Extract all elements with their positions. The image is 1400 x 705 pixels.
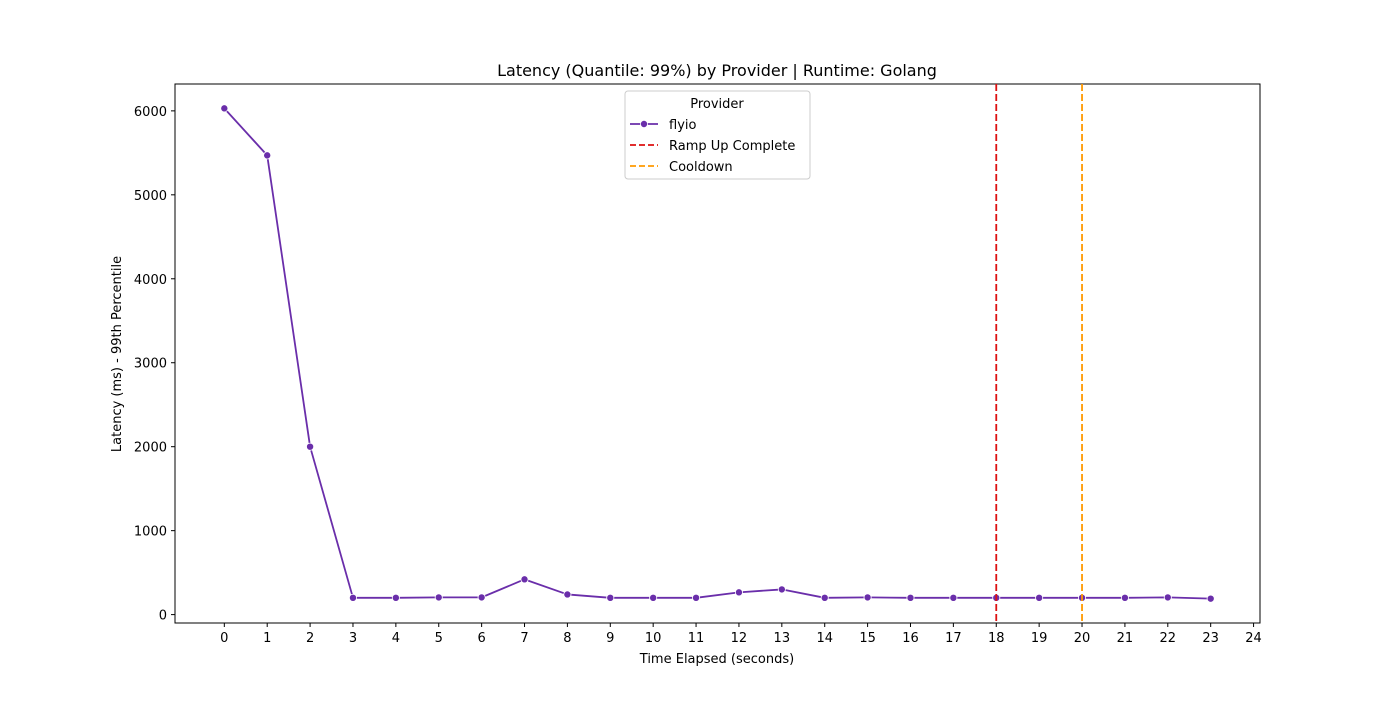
legend-entries: flyio Ramp Up Complete Cooldown [630, 118, 795, 175]
y-tick-label: 1000 [134, 525, 167, 540]
x-tick-label: 4 [392, 631, 400, 646]
x-tick-label: 18 [988, 631, 1005, 646]
data-point [949, 593, 958, 602]
data-point [1120, 593, 1129, 602]
y-axis-ticks: 0 1000 2000 3000 4000 5000 6000 [134, 105, 175, 624]
data-point [692, 593, 701, 602]
x-tick-label: 17 [945, 631, 962, 646]
x-tick-label: 22 [1160, 631, 1177, 646]
x-tick-label: 21 [1117, 631, 1134, 646]
x-axis-label: Time Elapsed (seconds) [639, 652, 794, 667]
x-tick-label: 3 [349, 631, 357, 646]
legend-marker [640, 120, 649, 129]
legend-label: Ramp Up Complete [669, 139, 795, 154]
x-tick-label: 8 [563, 631, 571, 646]
chart-title: Latency (Quantile: 99%) by Provider | Ru… [497, 61, 937, 80]
data-point [434, 593, 443, 602]
y-tick-label: 5000 [134, 189, 167, 204]
legend: Provider flyio Ramp Up Complete Cooldown [624, 90, 811, 180]
x-tick-label: 23 [1202, 631, 1219, 646]
y-tick-label: 0 [159, 609, 167, 624]
y-tick-label: 6000 [134, 105, 167, 120]
data-point [520, 575, 529, 584]
data-point [306, 442, 315, 451]
legend-title: Provider [690, 97, 744, 112]
data-point [263, 151, 272, 160]
data-point [1206, 594, 1215, 603]
y-axis-label: Latency (ms) - 99th Percentile [110, 256, 125, 452]
x-tick-label: 2 [306, 631, 314, 646]
x-tick-label: 15 [859, 631, 876, 646]
x-tick-label: 7 [520, 631, 528, 646]
x-tick-label: 10 [645, 631, 662, 646]
legend-label: flyio [669, 118, 696, 133]
x-tick-label: 24 [1245, 631, 1262, 646]
legend-box [624, 90, 811, 180]
plot-area [174, 83, 1261, 624]
series-line-flyio [223, 107, 1211, 600]
x-tick-label: 9 [606, 631, 614, 646]
x-tick-label: 11 [688, 631, 705, 646]
x-tick-label: 6 [477, 631, 485, 646]
x-tick-label: 14 [816, 631, 833, 646]
data-point [1163, 593, 1172, 602]
data-point [906, 593, 915, 602]
data-point [1035, 593, 1044, 602]
data-point [863, 593, 872, 602]
axes-frame [174, 83, 1261, 624]
legend-label: Cooldown [669, 160, 733, 175]
x-tick-label: 19 [1031, 631, 1048, 646]
x-tick-label: 12 [731, 631, 748, 646]
data-point [820, 593, 829, 602]
y-tick-label: 4000 [134, 273, 167, 288]
data-point [348, 593, 357, 602]
x-tick-label: 16 [902, 631, 919, 646]
x-axis-ticks: 0 1 2 3 4 5 6 7 8 9 10 11 12 13 14 15 16 17 18 19 20 21 22 23 24 [220, 623, 1262, 646]
data-point [606, 593, 615, 602]
y-tick-label: 2000 [134, 441, 167, 456]
x-tick-label: 5 [435, 631, 443, 646]
x-tick-label: 1 [263, 631, 271, 646]
y-tick-label: 3000 [134, 357, 167, 372]
data-point [563, 590, 572, 599]
x-tick-label: 0 [220, 631, 228, 646]
data-point [391, 593, 400, 602]
data-point [220, 104, 229, 113]
x-tick-label: 13 [774, 631, 791, 646]
x-tick-label: 20 [1074, 631, 1091, 646]
data-point [734, 588, 743, 597]
data-point [649, 593, 658, 602]
data-point [477, 593, 486, 602]
data-point [777, 585, 786, 594]
